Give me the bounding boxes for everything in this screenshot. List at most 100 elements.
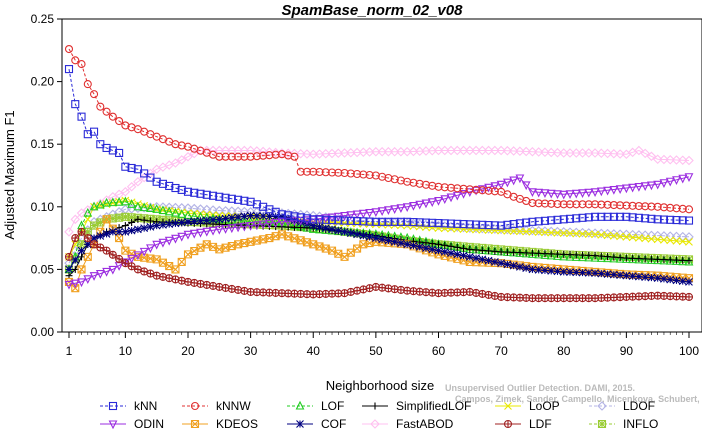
data-point-marker	[528, 217, 537, 226]
data-point-marker	[365, 232, 374, 241]
data-point-marker	[271, 212, 280, 221]
data-point-marker	[578, 189, 587, 199]
legend-label: kNN	[134, 399, 157, 413]
data-point-marker	[171, 219, 180, 228]
data-point-marker	[365, 217, 374, 226]
legend-item-ODIN: ODIN	[100, 417, 164, 431]
data-point-marker	[159, 220, 167, 229]
data-point-marker	[439, 145, 450, 156]
data-point-marker	[214, 225, 224, 235]
data-point-marker	[516, 263, 524, 271]
data-point-marker	[597, 252, 605, 260]
data-point-marker	[591, 269, 599, 278]
data-point-marker	[459, 184, 468, 193]
data-point-marker	[453, 250, 462, 259]
data-point-marker	[108, 197, 118, 207]
data-point-marker	[540, 250, 550, 259]
data-point-marker	[559, 200, 568, 209]
data-point-marker	[115, 116, 124, 126]
data-point-marker	[133, 251, 143, 261]
data-point-marker	[415, 200, 425, 210]
data-point-marker	[371, 171, 380, 180]
data-point-marker	[659, 179, 669, 188]
data-point-marker	[415, 179, 424, 188]
data-point-marker	[427, 198, 437, 208]
data-point-marker	[171, 265, 180, 274]
data-point-marker	[227, 224, 237, 234]
data-point-marker	[622, 271, 631, 280]
data-point-marker	[371, 217, 380, 226]
data-point-marker	[472, 185, 481, 194]
data-point-marker	[77, 60, 86, 69]
data-point-marker	[227, 152, 236, 161]
data-point-marker	[302, 216, 312, 226]
data-point-marker	[609, 200, 618, 210]
data-point-marker	[503, 220, 512, 229]
data-point-marker	[471, 186, 481, 196]
y-axis-label: Adjusted Maximum F1	[2, 110, 17, 239]
data-point-marker	[628, 272, 637, 281]
data-point-marker	[409, 241, 418, 250]
data-point-marker	[121, 222, 129, 230]
data-point-marker	[309, 167, 318, 176]
data-point-marker	[441, 241, 449, 249]
data-point-marker	[565, 148, 575, 158]
data-point-marker	[641, 255, 649, 263]
legend-label: SimplifiedLOF	[396, 399, 471, 413]
data-point-marker	[259, 212, 268, 220]
data-point-marker	[390, 217, 399, 226]
data-point-marker	[483, 145, 494, 156]
data-point-marker	[634, 201, 643, 211]
data-point-marker	[252, 221, 262, 231]
legend-item-LOF: LOF	[287, 399, 344, 413]
data-point-marker	[296, 420, 304, 428]
data-point-marker	[440, 183, 449, 192]
legend-item-KDEOS: KDEOS	[182, 417, 258, 431]
data-point-marker	[240, 152, 249, 161]
data-point-marker	[152, 177, 161, 186]
data-point-marker	[666, 256, 674, 264]
data-point-marker	[334, 168, 343, 177]
data-point-marker	[653, 274, 662, 283]
data-point-marker	[259, 151, 268, 160]
data-point-marker	[258, 220, 268, 230]
data-point-marker	[502, 145, 513, 156]
data-point-marker	[353, 169, 362, 179]
data-point-marker	[196, 189, 205, 198]
data-point-marker	[83, 130, 92, 139]
data-point-marker	[665, 177, 675, 187]
data-point-marker	[102, 230, 111, 238]
data-point-marker	[296, 167, 305, 176]
data-point-marker	[64, 252, 74, 261]
data-point-marker	[140, 169, 149, 178]
data-point-marker	[672, 276, 681, 285]
data-point-marker	[509, 220, 518, 229]
data-point-marker	[528, 188, 537, 198]
data-point-marker	[321, 224, 330, 232]
data-point-marker	[591, 200, 600, 209]
data-point-marker	[491, 247, 499, 255]
data-point-marker	[234, 152, 243, 161]
data-point-marker	[190, 419, 200, 429]
data-point-marker	[471, 145, 481, 156]
data-point-marker	[108, 227, 117, 236]
data-point-marker	[672, 236, 681, 245]
data-point-marker	[346, 216, 355, 225]
data-point-marker	[83, 207, 93, 217]
data-point-marker	[127, 163, 136, 173]
data-point-marker	[227, 194, 236, 203]
data-point-marker	[221, 225, 230, 234]
data-point-marker	[421, 180, 431, 189]
data-point-marker	[108, 420, 118, 430]
data-point-marker	[176, 155, 187, 165]
data-point-marker	[296, 218, 305, 226]
data-point-marker	[465, 145, 475, 156]
data-point-marker	[453, 243, 461, 251]
data-point-marker	[64, 280, 74, 290]
legend-item-LDF: LDF	[495, 417, 552, 431]
data-point-marker	[71, 56, 80, 65]
data-point-marker	[77, 240, 86, 249]
data-point-marker	[559, 215, 568, 224]
data-point-marker	[146, 203, 155, 213]
